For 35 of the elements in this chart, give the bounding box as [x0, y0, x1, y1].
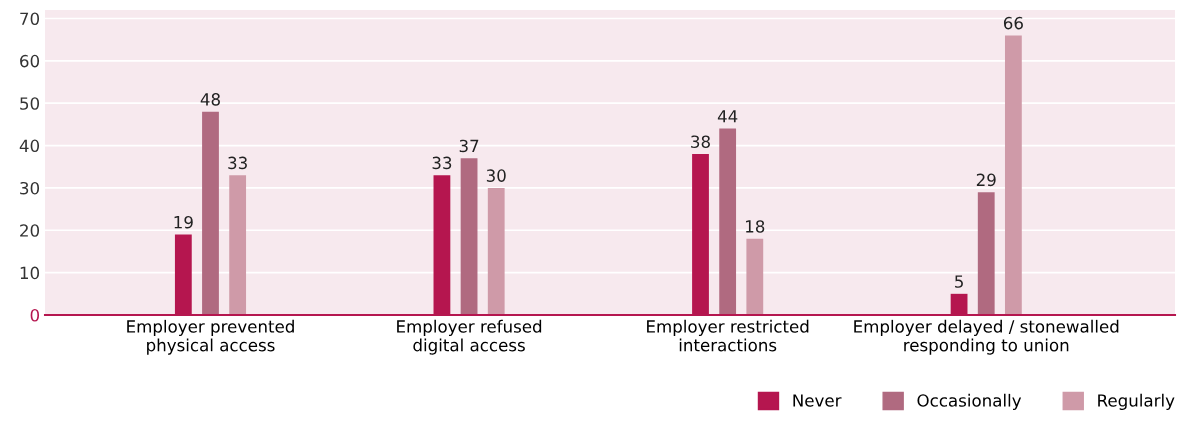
bar: [202, 111, 219, 315]
data-label: 38: [691, 135, 710, 149]
y-tick-label: 20: [20, 224, 40, 237]
bar: [746, 238, 764, 315]
x-tick-label: Employer prevented physical access: [127, 319, 294, 355]
y-tick-label: 10: [20, 266, 40, 280]
bar: [977, 192, 995, 315]
data-label: 66: [1003, 16, 1023, 30]
legend-label: Never: [793, 394, 842, 407]
data-label: 44: [717, 110, 738, 123]
bar: [460, 158, 478, 315]
y-tick-label: 30: [20, 181, 40, 195]
data-label: 29: [976, 173, 996, 187]
y-tick-label: 50: [20, 97, 40, 110]
data-label: 19: [174, 215, 193, 229]
data-label: 48: [200, 93, 220, 106]
bar: [229, 175, 247, 315]
y-tick-label: 0: [30, 308, 40, 322]
bar: [1004, 35, 1022, 315]
y-tick-label: 70: [20, 12, 40, 26]
bar: [487, 187, 505, 315]
legend-label: Regularly: [1098, 393, 1175, 410]
x-tick-label: Employer refused digital access: [397, 319, 542, 355]
x-tick-label: Employer delayed / stonewalled responding to union: [854, 319, 1119, 355]
data-label: 33: [432, 156, 452, 170]
data-label: 33: [228, 156, 247, 170]
x-tick-label: Employer restricted interactions: [647, 319, 809, 352]
data-label: 37: [459, 139, 479, 153]
data-label: 30: [486, 169, 506, 182]
data-label: 5: [955, 275, 963, 288]
y-tick-label: 60: [20, 54, 40, 68]
bar: [719, 128, 737, 315]
y-tick-label: 40: [19, 139, 40, 153]
legend-label: Occasionally: [917, 393, 1022, 410]
data-label: 18: [746, 220, 765, 233]
